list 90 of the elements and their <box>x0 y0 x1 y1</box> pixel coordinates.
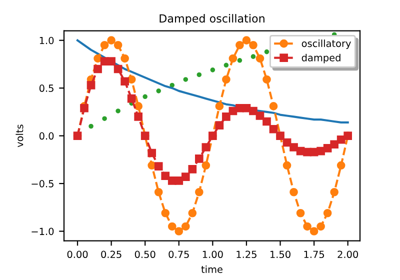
point <box>296 208 305 218</box>
point <box>250 54 256 59</box>
point <box>174 176 184 185</box>
point <box>174 227 184 236</box>
y-tick-label: 0.0 <box>39 132 54 140</box>
point <box>269 124 278 134</box>
y-tick-label: 0.5 <box>39 84 54 92</box>
point <box>310 227 318 236</box>
point <box>100 40 109 50</box>
x-tick-label: 0.25 <box>101 250 122 258</box>
point <box>161 208 170 218</box>
point <box>303 222 312 231</box>
point <box>316 222 325 231</box>
point <box>336 135 346 144</box>
point <box>330 188 338 196</box>
point <box>222 75 230 84</box>
point <box>127 94 136 103</box>
point <box>224 62 229 68</box>
y-tick-label: −0.5 <box>32 180 54 188</box>
point <box>269 102 278 110</box>
point <box>242 36 251 45</box>
point <box>156 88 162 94</box>
point <box>134 112 143 121</box>
point <box>249 106 258 116</box>
x-tick-label: 0.00 <box>67 250 88 258</box>
point <box>264 49 270 54</box>
line-series <box>76 39 349 124</box>
point <box>102 116 107 122</box>
point <box>188 165 197 174</box>
x-tick-label: 1.50 <box>270 250 290 258</box>
x-tick-label: 1.25 <box>236 250 256 258</box>
y-tick-label: 1.0 <box>40 36 54 44</box>
point <box>262 117 271 126</box>
point <box>290 188 298 196</box>
point <box>154 162 163 171</box>
point <box>142 94 148 100</box>
x-axis-title: time <box>201 265 222 274</box>
y-axis-title: volts <box>16 124 24 148</box>
point <box>194 154 204 163</box>
point <box>256 112 264 120</box>
point <box>222 112 230 121</box>
x-tick-label: 1.00 <box>202 250 223 258</box>
x-tick-label: 0.50 <box>134 250 156 258</box>
point <box>170 82 175 88</box>
point <box>107 36 116 45</box>
point <box>86 81 96 90</box>
point <box>116 108 120 114</box>
point <box>256 54 264 63</box>
point <box>228 54 238 63</box>
point <box>94 64 102 74</box>
point <box>282 161 292 170</box>
point <box>194 188 204 196</box>
point <box>154 188 163 196</box>
point <box>202 161 210 170</box>
point <box>94 54 102 63</box>
point <box>114 64 122 74</box>
point <box>107 57 116 66</box>
point <box>236 40 244 50</box>
point <box>202 143 210 152</box>
x-tick-label: 2.00 <box>338 250 358 258</box>
point <box>134 102 143 110</box>
point <box>323 208 332 218</box>
chart-title: Damped oscillation <box>160 14 264 25</box>
point <box>120 54 129 63</box>
point <box>262 75 271 84</box>
point <box>148 148 156 158</box>
point <box>215 102 224 110</box>
x-tick-label: 0.75 <box>168 250 189 258</box>
point <box>88 124 94 129</box>
point <box>330 140 338 149</box>
point <box>188 208 197 218</box>
point <box>249 40 258 50</box>
point <box>114 40 122 50</box>
point <box>210 68 216 72</box>
point <box>237 58 242 63</box>
point <box>323 144 332 152</box>
point <box>290 143 298 152</box>
legend-label: damped <box>302 54 340 64</box>
point <box>336 161 346 170</box>
point <box>181 222 190 231</box>
y-tick-label: −1.0 <box>32 228 54 236</box>
point <box>215 121 224 130</box>
point <box>181 172 190 182</box>
point <box>120 77 129 86</box>
legend-label: oscillatory <box>302 40 351 49</box>
point <box>183 77 188 82</box>
point <box>168 222 176 231</box>
point <box>161 172 170 180</box>
x-tick-label: 1.75 <box>304 250 324 258</box>
point <box>196 72 202 78</box>
